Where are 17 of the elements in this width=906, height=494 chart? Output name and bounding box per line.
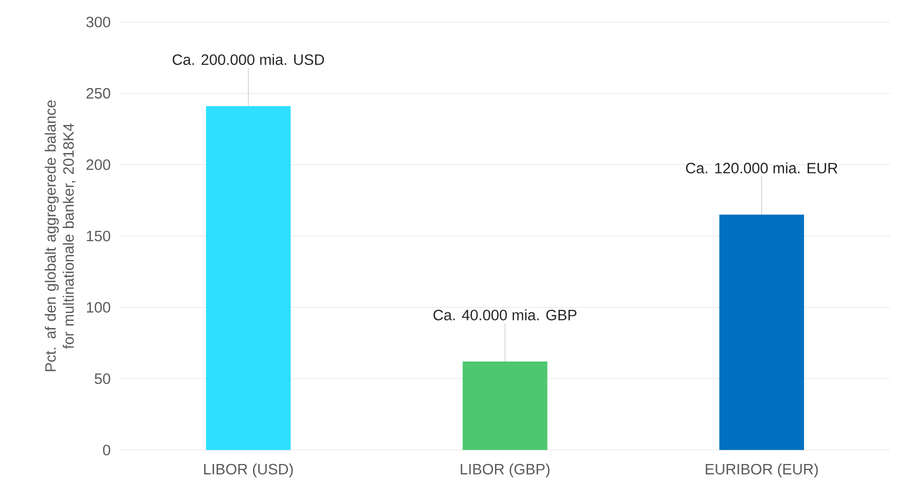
y-axis-title: Pct. af den globalt aggregerede balance for multinationale banker, 2018K4 [44,100,76,372]
y-tick-label: 50 [94,373,110,384]
x-tick-label: LIBOR (GBP) [460,463,550,478]
annotation: Ca. 120.000 mia. EUR [686,162,838,174]
y-tick-label: 150 [86,230,110,242]
y-tick-label: 100 [86,302,110,313]
annotation: Ca. 40.000 mia. GBP [434,309,576,320]
annotation: Ca. 200.000 mia. USD [172,54,324,65]
y-tick-label: 250 [86,88,110,99]
bar [719,214,804,450]
x-tick-label: EURIBOR (EUR) [706,463,818,478]
y-tick-label: 200 [86,159,110,170]
y-tick-label: 300 [86,16,110,28]
bar [462,362,548,450]
bar [206,106,291,450]
x-tick-label: LIBOR (USD) [204,463,293,478]
y-tick-label: 0 [103,444,110,456]
